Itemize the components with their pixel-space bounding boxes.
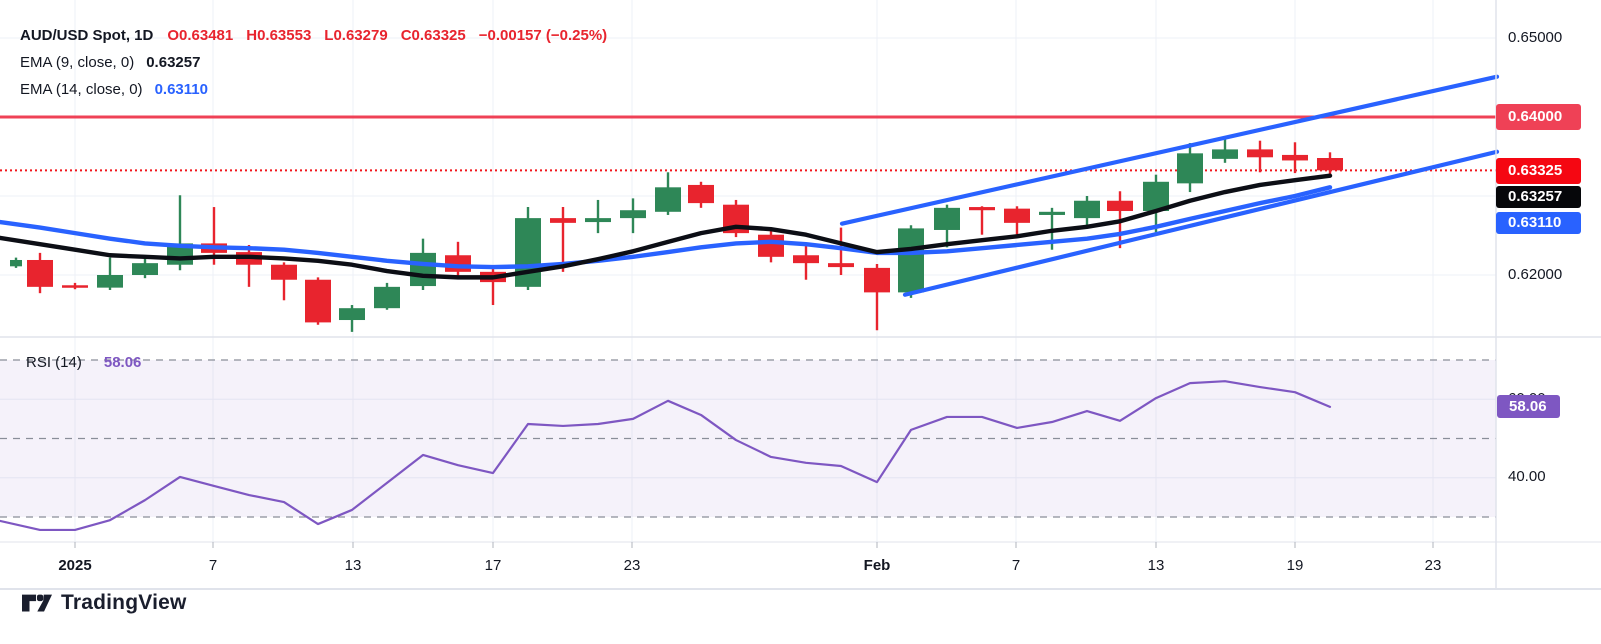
ema14-legend-row[interactable]: EMA (14, close, 0) 0.63110 bbox=[20, 80, 620, 99]
price-axis[interactable]: 0.650000.6200060.0040.000.640000.633250.… bbox=[1496, 0, 1601, 590]
ohlc-high: H0.63553 bbox=[246, 27, 312, 44]
time-axis-label: 17 bbox=[484, 557, 502, 574]
price-badge: 0.63110 bbox=[1496, 212, 1581, 234]
axis-price-label: 40.00 bbox=[1508, 468, 1546, 485]
price-badge: 0.63257 bbox=[1496, 186, 1581, 208]
ohlc-low: L0.63279 bbox=[324, 27, 388, 44]
price-badge: 0.63325 bbox=[1496, 158, 1581, 184]
axis-price-label: 0.65000 bbox=[1508, 29, 1563, 46]
ema14-label: EMA (14, close, 0) bbox=[20, 81, 143, 98]
ohlc-open: O0.63481 bbox=[167, 27, 234, 44]
main-legend: AUD/USD Spot, 1D O0.63481 H0.63553 L0.63… bbox=[20, 26, 620, 107]
tradingview-logo-link[interactable]: TradingView bbox=[22, 590, 187, 616]
rsi-badge: 58.06 bbox=[1497, 394, 1560, 418]
time-axis-label: 23 bbox=[1424, 557, 1442, 574]
rsi-legend-row[interactable]: RSI (14) 58.06 bbox=[26, 354, 141, 371]
time-axis-label: 19 bbox=[1286, 557, 1304, 574]
ema9-label: EMA (9, close, 0) bbox=[20, 54, 135, 71]
axis-price-label: 0.62000 bbox=[1508, 266, 1563, 283]
ohlc-change: −0.00157 (−0.25%) bbox=[478, 27, 608, 44]
ohlc-close: C0.63325 bbox=[400, 27, 466, 44]
time-axis-label: 23 bbox=[623, 557, 641, 574]
ema9-value: 0.63257 bbox=[146, 54, 201, 71]
symbol-title: AUD/USD Spot, 1D bbox=[20, 27, 154, 44]
time-axis-label: Feb bbox=[863, 557, 891, 574]
tradingview-logo-text: TradingView bbox=[61, 591, 187, 614]
time-axis-label: 7 bbox=[208, 557, 218, 574]
time-axis-label: 2025 bbox=[58, 557, 92, 574]
ema9-legend-row[interactable]: EMA (9, close, 0) 0.63257 bbox=[20, 53, 620, 72]
symbol-row: AUD/USD Spot, 1D O0.63481 H0.63553 L0.63… bbox=[20, 26, 620, 45]
tradingview-logo-icon bbox=[22, 594, 52, 612]
time-axis-label: 13 bbox=[344, 557, 362, 574]
time-axis-label: 13 bbox=[1147, 557, 1165, 574]
ema14-value: 0.63110 bbox=[154, 81, 208, 98]
time-axis[interactable]: 2025 7 13 17 23 Feb 7 13 19 23 bbox=[0, 542, 1601, 590]
time-axis-label: 7 bbox=[1011, 557, 1021, 574]
rsi-label: RSI (14) bbox=[26, 354, 82, 371]
rsi-value: 58.06 bbox=[103, 354, 142, 371]
price-badge: 0.64000 bbox=[1496, 104, 1581, 130]
